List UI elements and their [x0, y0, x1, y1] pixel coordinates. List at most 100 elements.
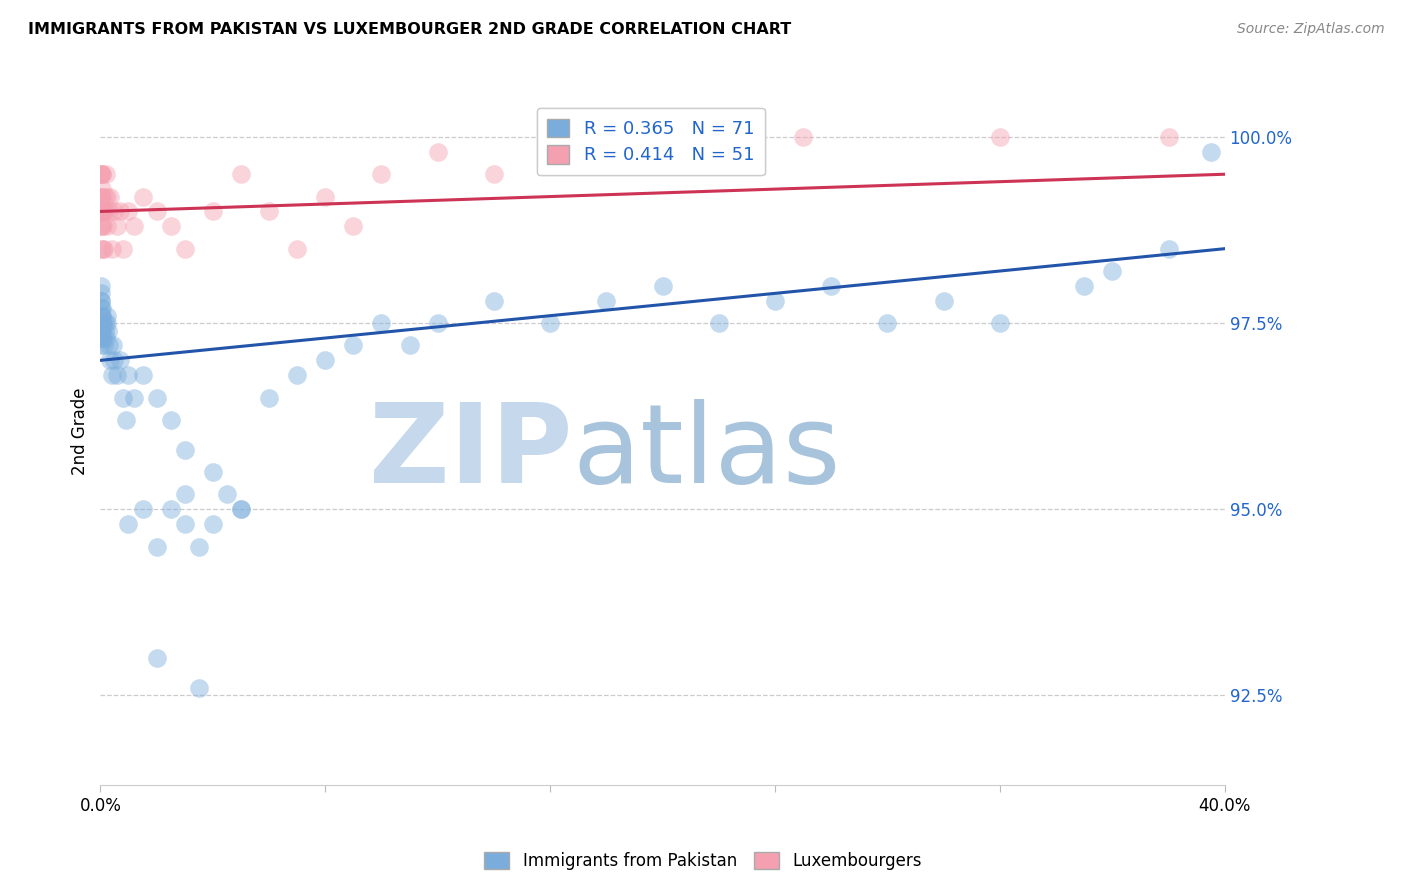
Point: [111, 242, 134, 256]
Point: [97, 324, 120, 338]
Point: [145, 391, 167, 405]
Point: [91, 324, 114, 338]
Point: [1157, 130, 1180, 145]
Point: [100, 242, 122, 256]
Point: [93, 316, 115, 330]
Point: [91, 182, 114, 196]
Point: [426, 316, 449, 330]
Point: [91, 219, 114, 234]
Point: [538, 145, 561, 159]
Point: [201, 465, 224, 479]
Point: [90, 293, 112, 308]
Point: [91, 316, 114, 330]
Point: [90, 204, 112, 219]
Point: [229, 502, 252, 516]
Point: [257, 391, 280, 405]
Point: [145, 540, 167, 554]
Point: [285, 242, 308, 256]
Point: [90, 167, 112, 181]
Point: [159, 413, 181, 427]
Text: ZIP: ZIP: [370, 399, 572, 506]
Legend: R = 0.365   N = 71, R = 0.414   N = 51: R = 0.365 N = 71, R = 0.414 N = 51: [537, 108, 765, 175]
Point: [94, 324, 117, 338]
Point: [187, 540, 209, 554]
Point: [91, 242, 114, 256]
Point: [97, 204, 120, 219]
Point: [90, 324, 112, 338]
Point: [173, 487, 195, 501]
Point: [159, 219, 181, 234]
Point: [90, 204, 112, 219]
Point: [398, 338, 420, 352]
Point: [101, 338, 124, 352]
Point: [763, 293, 786, 308]
Point: [108, 353, 131, 368]
Point: [90, 293, 112, 308]
Point: [314, 189, 336, 203]
Point: [93, 338, 115, 352]
Point: [91, 189, 114, 203]
Point: [988, 316, 1011, 330]
Point: [93, 204, 115, 219]
Point: [285, 368, 308, 383]
Point: [91, 331, 114, 345]
Point: [90, 167, 112, 181]
Point: [159, 502, 181, 516]
Point: [90, 316, 112, 330]
Point: [90, 242, 112, 256]
Point: [538, 316, 561, 330]
Point: [201, 204, 224, 219]
Point: [90, 279, 112, 293]
Point: [820, 279, 842, 293]
Point: [91, 219, 114, 234]
Legend: Immigrants from Pakistan, Luxembourgers: Immigrants from Pakistan, Luxembourgers: [478, 845, 928, 877]
Point: [90, 309, 112, 323]
Point: [932, 293, 955, 308]
Text: IMMIGRANTS FROM PAKISTAN VS LUXEMBOURGER 2ND GRADE CORRELATION CHART: IMMIGRANTS FROM PAKISTAN VS LUXEMBOURGER…: [28, 22, 792, 37]
Point: [187, 681, 209, 695]
Point: [90, 309, 112, 323]
Point: [145, 204, 167, 219]
Point: [100, 368, 122, 383]
Point: [426, 145, 449, 159]
Point: [131, 368, 153, 383]
Point: [91, 316, 114, 330]
Point: [105, 219, 128, 234]
Point: [117, 204, 139, 219]
Point: [173, 242, 195, 256]
Point: [229, 167, 252, 181]
Point: [792, 130, 814, 145]
Point: [651, 130, 673, 145]
Point: [96, 219, 118, 234]
Point: [96, 309, 118, 323]
Point: [90, 286, 112, 301]
Point: [229, 502, 252, 516]
Point: [94, 331, 117, 345]
Point: [91, 331, 114, 345]
Point: [90, 189, 112, 203]
Point: [342, 338, 364, 352]
Point: [173, 442, 195, 457]
Text: atlas: atlas: [572, 399, 841, 506]
Point: [482, 293, 505, 308]
Point: [94, 189, 117, 203]
Point: [91, 301, 114, 316]
Point: [114, 413, 136, 427]
Point: [370, 316, 392, 330]
Point: [105, 368, 128, 383]
Point: [988, 130, 1011, 145]
Point: [876, 316, 898, 330]
Point: [90, 331, 112, 345]
Point: [342, 219, 364, 234]
Point: [94, 204, 117, 219]
Point: [1073, 279, 1095, 293]
Point: [103, 204, 125, 219]
Point: [131, 502, 153, 516]
Point: [90, 189, 112, 203]
Point: [651, 279, 673, 293]
Point: [108, 204, 131, 219]
Point: [122, 391, 145, 405]
Point: [90, 316, 112, 330]
Point: [314, 353, 336, 368]
Point: [91, 309, 114, 323]
